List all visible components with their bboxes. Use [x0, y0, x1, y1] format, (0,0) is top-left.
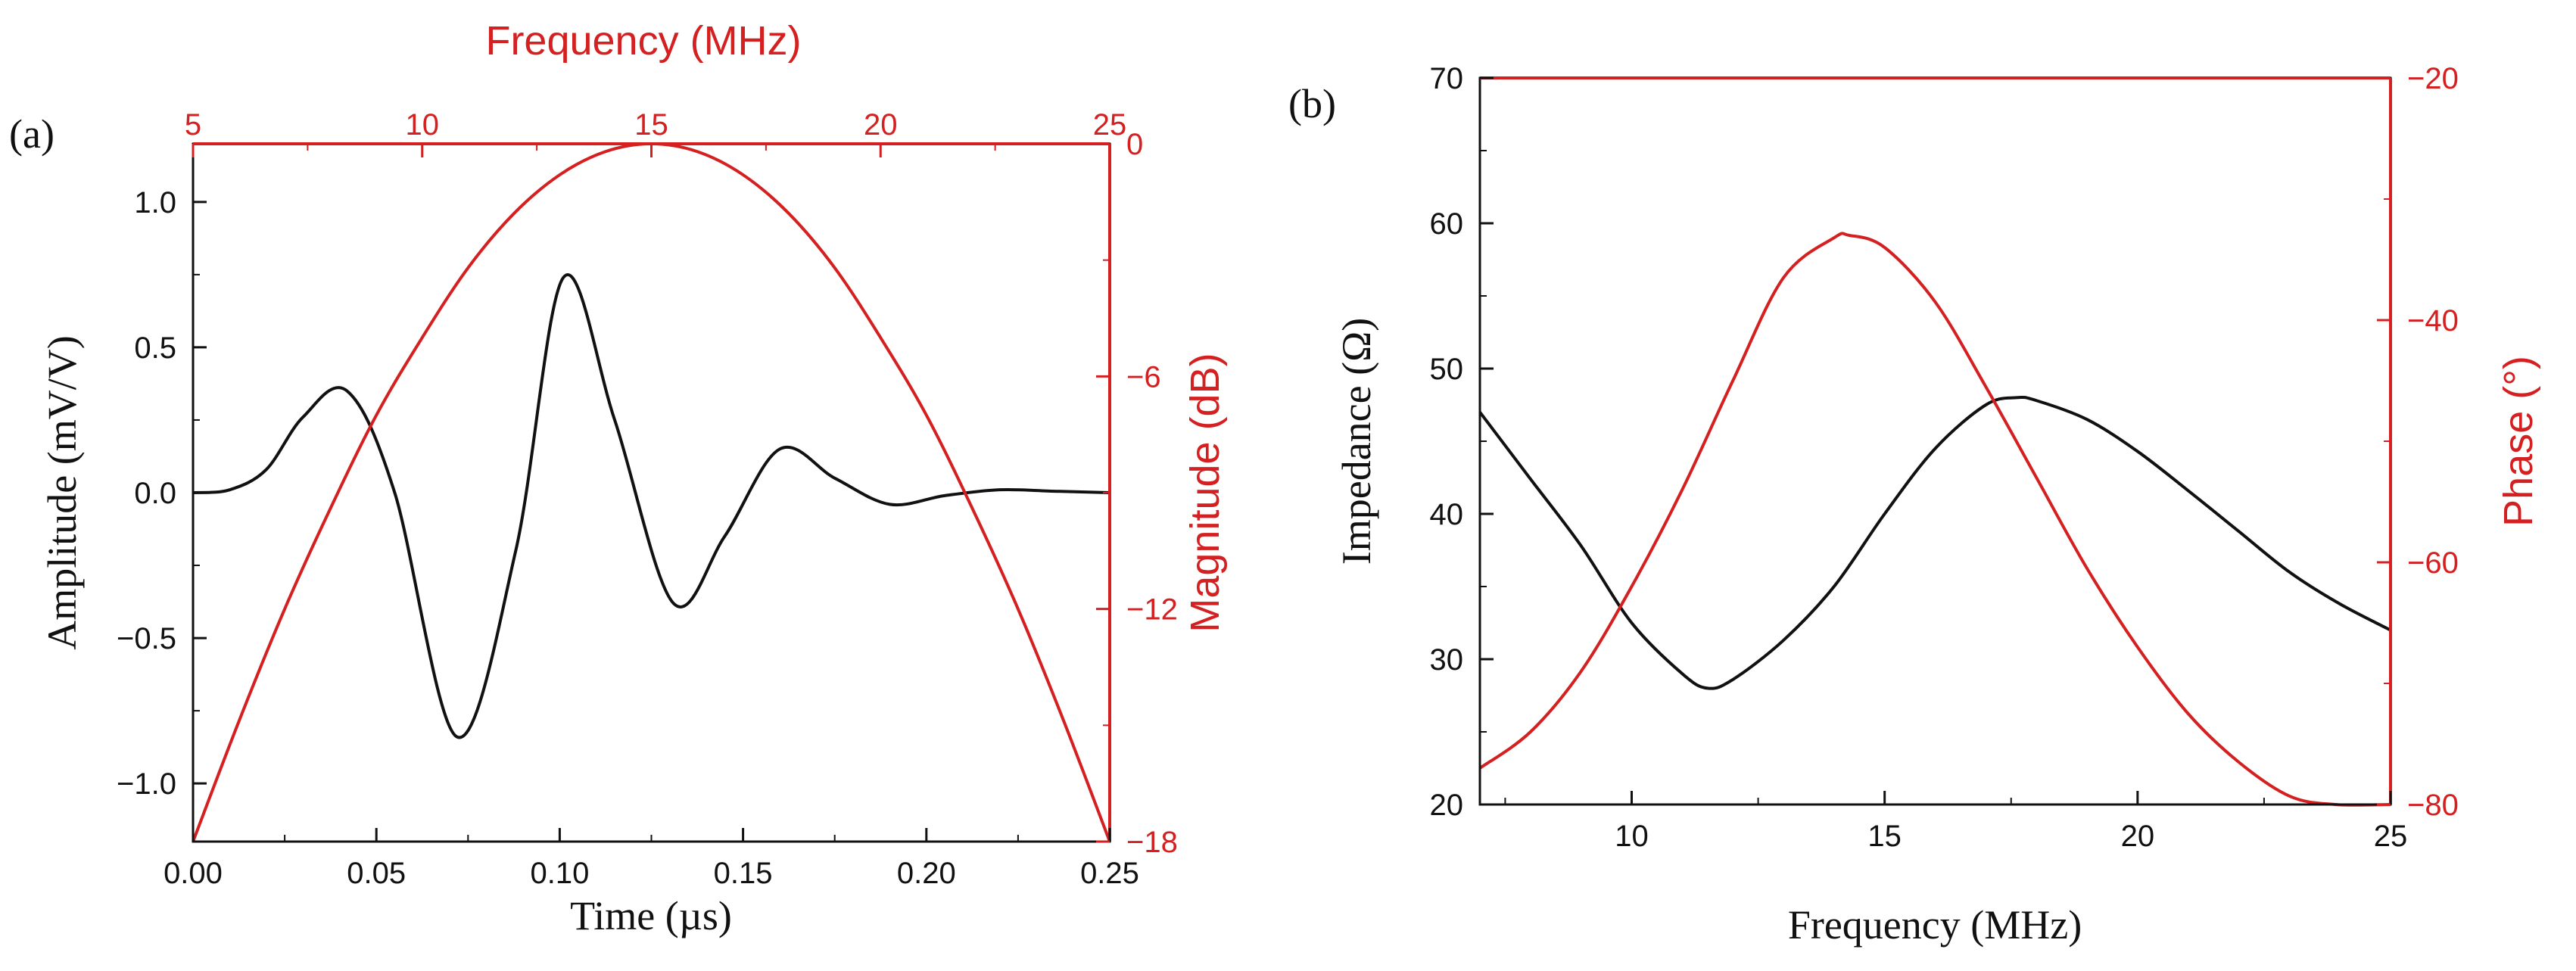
- panel-a-x-tick-label: 0.10: [530, 857, 589, 890]
- panel-a-y-tick-label: −0.5: [117, 622, 176, 655]
- panel-a-y-tick-label: 1.0: [134, 186, 176, 219]
- panel-b-y-tick-label: 70: [1430, 62, 1464, 95]
- panel-b-series-impedance-line: [1478, 395, 2391, 690]
- panel-a-ticks: 0.00 0.05 0.10 0.15 0.20 0.25 −1.0 −0.5 0.0 0.5 1.…: [117, 108, 1178, 890]
- panel-a-right-y-tick-label: −6: [1126, 360, 1161, 394]
- panel-a-right-y-tick-label: 0: [1126, 128, 1143, 161]
- panel-b-y-tick-label: 40: [1430, 498, 1464, 531]
- panel-b-series-phase-line: [1478, 232, 2391, 807]
- panel-a-top-x-tick-label: 5: [185, 108, 201, 142]
- panel-b-right-y-tick-label: −40: [2407, 304, 2459, 338]
- panel-a-top-x-tick-label: 20: [864, 108, 898, 142]
- panel-a-y-tick-label: 0.5: [134, 331, 176, 365]
- panel-a-top-x-tick-label: 15: [634, 108, 668, 142]
- panel-a-ylabel: Amplitude (mV/V): [39, 335, 85, 649]
- panel-b-right-y-tick-label: −20: [2407, 62, 2459, 95]
- panel-a-right-y-tick-label: −12: [1126, 593, 1178, 627]
- panel-a-x-tick-label: 0.00: [164, 857, 223, 890]
- panel-b-right-y-tick-label: −60: [2407, 546, 2459, 580]
- panel-a-chart: (a) Frequency (MHz) 0.00 0.05 0.10 0.15 0.20…: [9, 18, 1228, 938]
- panel-b-x-tick-label: 20: [2121, 820, 2155, 853]
- panel-b-plot-frame: [1478, 76, 2392, 806]
- panel-b-ylabel: Impedance (Ω): [1334, 318, 1379, 565]
- panel-a-series-amplitude-line: [192, 273, 1110, 739]
- panel-b-right-ylabel: Phase (°): [2496, 356, 2541, 527]
- panel-a-top-x-tick-label: 25: [1093, 108, 1127, 142]
- panel-a-y-tick-label: −1.0: [117, 767, 176, 801]
- panel-b-series-layer: [1478, 232, 2391, 807]
- panel-b-y-tick-label: 20: [1430, 789, 1464, 822]
- panel-a-x-tick-label: 0.05: [347, 857, 406, 890]
- panel-a-label: (a): [9, 111, 55, 157]
- panel-a-series-layer: [192, 142, 1111, 842]
- panel-a-right-y-tick-label: −18: [1126, 826, 1178, 859]
- panel-b-ticks: 10 15 20 25 20 30 40 50 60 70 −20 −40 −60 −80: [1430, 62, 2459, 853]
- panel-b-x-tick-label: 15: [1867, 820, 1902, 853]
- panel-b-y-tick-label: 30: [1430, 643, 1464, 677]
- panel-a-y-tick-label: 0.0: [134, 477, 176, 510]
- panel-b-label: (b): [1288, 81, 1336, 126]
- panel-a-x-tick-label: 0.20: [897, 857, 956, 890]
- panel-b-x-tick-label: 25: [2374, 820, 2408, 853]
- panel-a-top-xlabel: Frequency (MHz): [485, 18, 801, 64]
- panel-b-right-y-tick-label: −80: [2407, 789, 2459, 822]
- panel-b-x-tick-label: 10: [1615, 820, 1649, 853]
- panel-a-x-tick-label: 0.25: [1080, 857, 1139, 890]
- panel-a-xlabel: Time (µs): [570, 893, 732, 938]
- panel-a-top-x-tick-label: 10: [406, 108, 440, 142]
- panel-b-xlabel: Frequency (MHz): [1788, 902, 2082, 948]
- panel-a-right-ylabel: Magnitude (dB): [1182, 353, 1228, 632]
- panel-b-chart: (b) 10 15 20 25 20 30 40 50 60 70 −20 −40 −60 −80 Fre…: [1288, 62, 2541, 948]
- panel-a-x-tick-label: 0.15: [714, 857, 773, 890]
- panel-b-y-tick-label: 60: [1430, 207, 1464, 241]
- panel-b-y-tick-label: 50: [1430, 353, 1464, 386]
